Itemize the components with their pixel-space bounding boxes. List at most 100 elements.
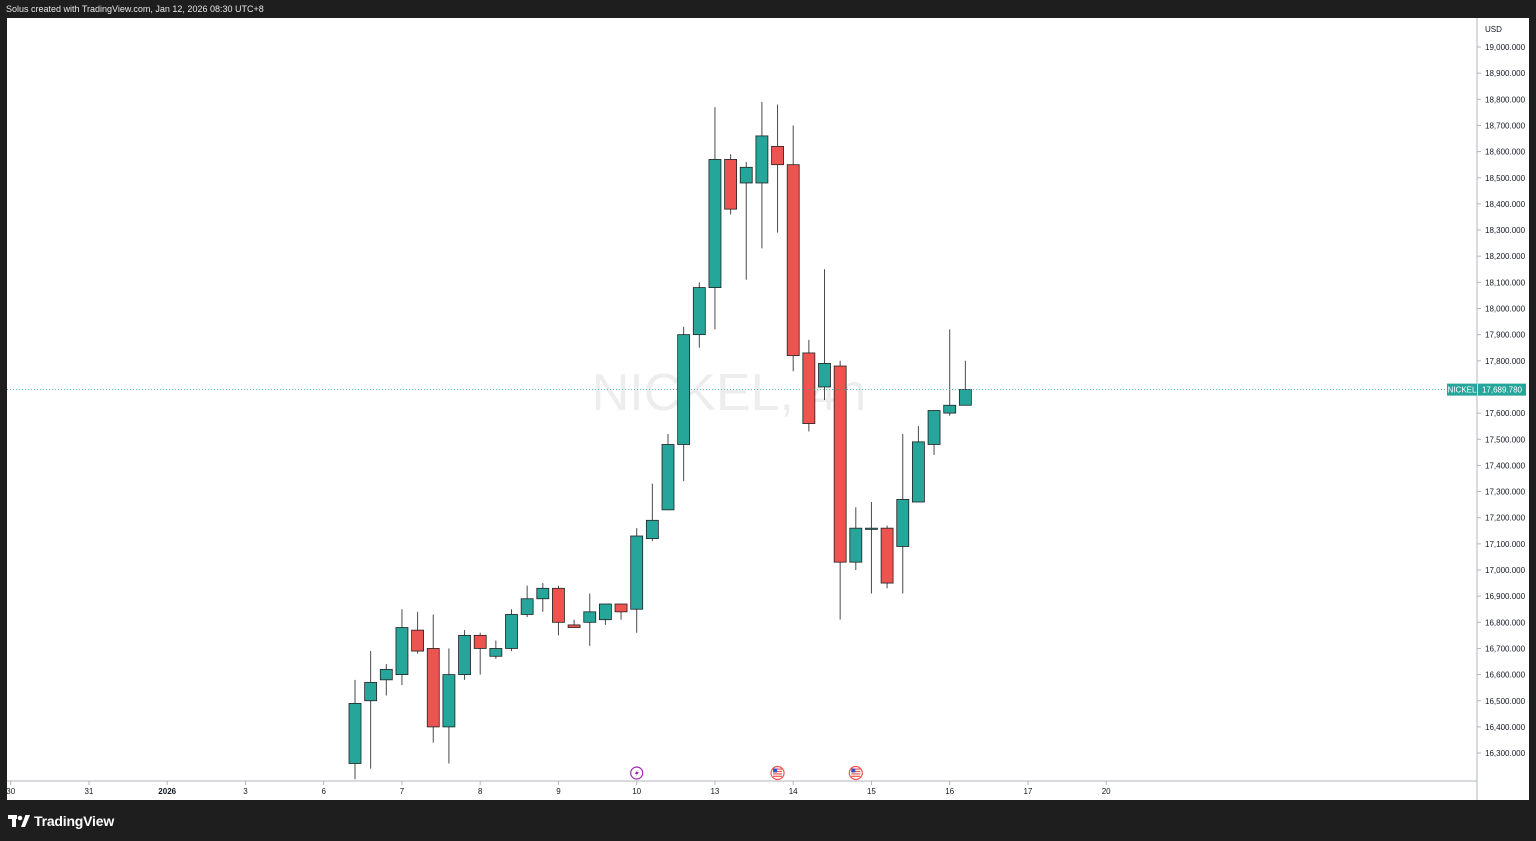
currency-label: USD (1485, 25, 1502, 34)
candle-body (442, 674, 456, 728)
candle-body (755, 135, 769, 184)
price-tick-label: 17,800.000 (1485, 357, 1526, 366)
price-tick-label: 16,700.000 (1485, 644, 1526, 653)
candle-body (458, 634, 471, 675)
candle[interactable] (927, 410, 941, 455)
candle-body (583, 611, 597, 623)
price-tick-label: 18,000.000 (1485, 305, 1526, 314)
candle-body (880, 527, 894, 584)
time-tick-label: 6 (321, 787, 326, 796)
price-axis[interactable]: 19,000.000 18,900.000 18,800.000 18,700.000… (1477, 43, 1526, 758)
candle[interactable] (458, 630, 471, 680)
candle[interactable] (912, 426, 925, 503)
time-tick-label: 17 (1023, 787, 1032, 796)
candle[interactable] (958, 360, 972, 406)
us-flag-stripe (773, 775, 783, 777)
candle[interactable] (599, 603, 612, 625)
us-flag-stripe (851, 770, 861, 773)
candle[interactable] (677, 326, 691, 482)
candle[interactable] (739, 162, 753, 280)
price-tick-label: 18,300.000 (1485, 226, 1526, 235)
candle[interactable] (395, 609, 409, 686)
us-flag-stripe (851, 768, 861, 770)
candle[interactable] (802, 339, 816, 432)
time-tick-label: 2026 (158, 787, 176, 796)
candle[interactable] (364, 651, 378, 769)
candle-body (786, 164, 800, 356)
candle[interactable] (411, 611, 425, 654)
candle[interactable] (426, 614, 440, 743)
candle[interactable] (614, 603, 628, 620)
candle-body (630, 535, 644, 610)
candle[interactable] (849, 507, 863, 570)
us-flag-ring (770, 765, 785, 781)
event-markers (630, 765, 863, 781)
candle[interactable] (943, 329, 957, 416)
candle-body (739, 166, 753, 184)
candle[interactable] (442, 648, 456, 764)
us-flag-stripe (773, 768, 783, 770)
time-tick-label: 8 (478, 787, 483, 796)
us-flag-canton (773, 768, 778, 773)
candle-body (771, 145, 784, 166)
candle[interactable] (473, 632, 487, 675)
time-tick-label: 30 (7, 787, 16, 796)
price-tick-label: 17,500.000 (1485, 435, 1526, 444)
tradingview-logo-text: TradingView (34, 813, 115, 829)
us-flag-stripe (773, 773, 783, 775)
us-flag-stripe (851, 775, 861, 777)
us-flag-event-icon[interactable] (848, 765, 863, 781)
candle[interactable] (771, 104, 784, 233)
candle[interactable] (567, 619, 581, 628)
candle[interactable] (661, 434, 675, 511)
candle-body (708, 159, 722, 288)
price-tick-label: 16,300.000 (1485, 749, 1526, 758)
candle[interactable] (724, 154, 737, 215)
candle-body (677, 334, 691, 445)
candle[interactable] (865, 502, 878, 594)
tradingview-logo-icon (8, 814, 30, 828)
price-tick-label: 18,400.000 (1485, 200, 1526, 209)
candle[interactable] (833, 360, 847, 620)
candle[interactable] (896, 434, 910, 594)
candle[interactable] (692, 282, 706, 348)
flash-event-icon[interactable] (630, 766, 644, 780)
time-tick-label: 9 (556, 787, 561, 796)
candle[interactable] (708, 107, 722, 330)
candle[interactable] (520, 585, 534, 618)
candle[interactable] (505, 609, 518, 652)
tradingview-logo[interactable]: TradingView (8, 812, 114, 830)
candle[interactable] (536, 583, 550, 612)
price-tick-label: 17,400.000 (1485, 461, 1526, 470)
price-tick-label: 17,300.000 (1485, 488, 1526, 497)
price-tick-label: 19,000.000 (1485, 43, 1526, 52)
candle[interactable] (645, 483, 659, 542)
candle-body (567, 624, 581, 628)
us-flag-event-icon[interactable] (770, 765, 785, 781)
candle[interactable] (348, 679, 362, 780)
time-tick-label: 3 (243, 787, 248, 796)
time-tick-label: 31 (84, 787, 93, 796)
us-flag-stripe (851, 773, 861, 775)
candle[interactable] (786, 125, 800, 372)
candlestick-chart[interactable]: NICKEL, 4h USD 19,000.00018,900.00018,80… (7, 18, 1529, 800)
candle[interactable] (818, 269, 831, 401)
candle[interactable] (379, 664, 393, 696)
price-tick-label: 16,500.000 (1485, 697, 1526, 706)
candle-body (943, 404, 957, 414)
candle[interactable] (630, 528, 644, 633)
candle[interactable] (755, 101, 769, 249)
price-tick-label: 16,900.000 (1485, 592, 1526, 601)
candle[interactable] (552, 585, 565, 636)
time-axis[interactable]: 20232425303120263678910131415161720 (7, 781, 1111, 796)
price-tick-label: 17,900.000 (1485, 331, 1526, 340)
candle[interactable] (583, 593, 597, 646)
candle[interactable] (489, 640, 503, 659)
price-tick-label: 16,600.000 (1485, 671, 1526, 680)
chart-caption: Solus created with TradingView.com, Jan … (0, 0, 1536, 18)
symbol-tag-label: NICKEL (1448, 386, 1477, 395)
time-tick-label: 7 (400, 787, 405, 796)
candle-body (348, 702, 362, 764)
candle-body (896, 498, 910, 547)
candle[interactable] (880, 525, 894, 589)
